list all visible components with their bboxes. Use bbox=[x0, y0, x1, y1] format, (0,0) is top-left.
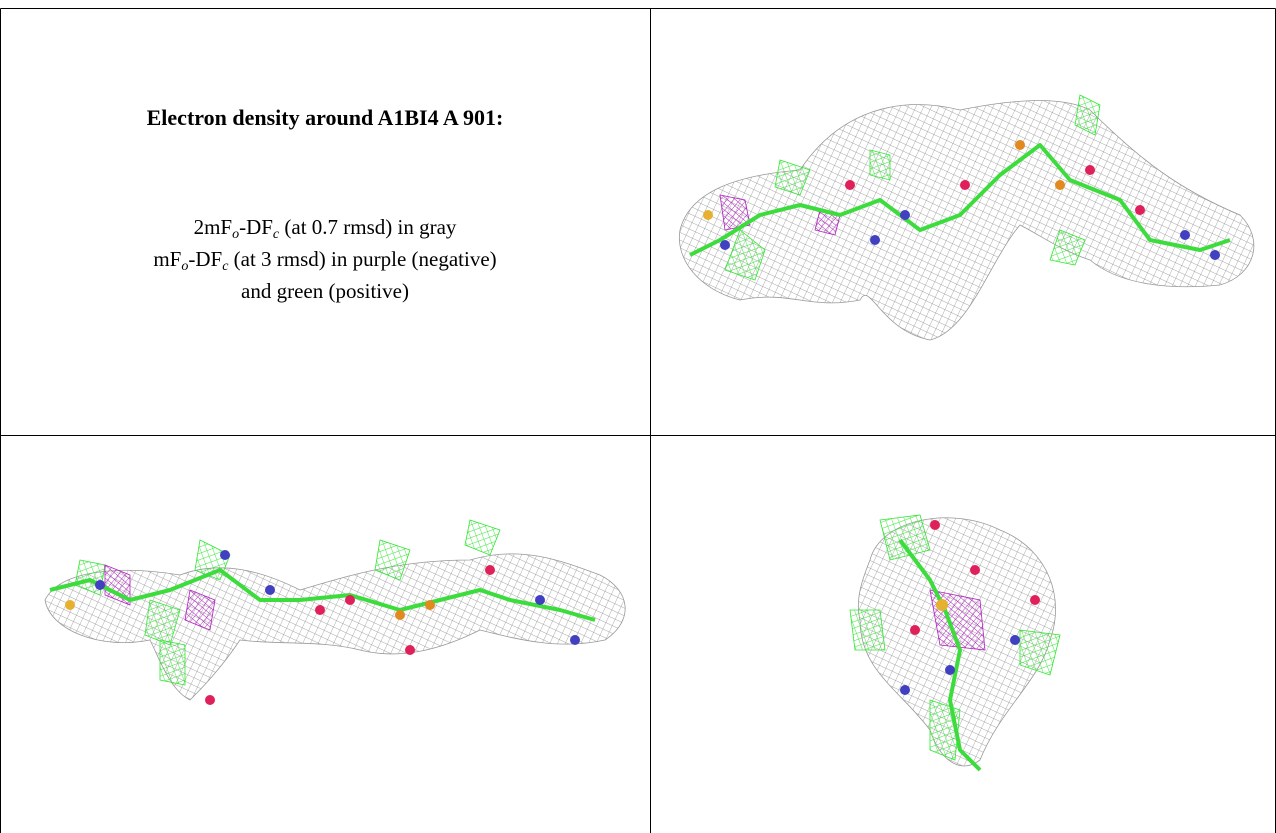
text: -DF bbox=[188, 247, 222, 271]
text: mF bbox=[153, 247, 181, 271]
text: and green (positive) bbox=[241, 279, 409, 303]
caption-line: and green (positive) bbox=[1, 279, 649, 304]
text: -DF bbox=[239, 215, 273, 239]
density-mesh bbox=[679, 101, 1254, 340]
caption-line: mFo-DFc (at 3 rmsd) in purple (negative) bbox=[1, 247, 649, 279]
caption-title: Electron density around A1BI4 A 901: bbox=[1, 105, 649, 131]
text: (at 0.7 rmsd) in gray bbox=[279, 215, 456, 239]
caption-cell: Electron density around A1BI4 A 901: 2mF… bbox=[1, 9, 649, 434]
page: Electron density around A1BI4 A 901: 2mF… bbox=[0, 0, 1276, 833]
density-view-1 bbox=[679, 95, 1254, 340]
density-view-2 bbox=[45, 520, 625, 705]
caption-line: 2mFo-DFc (at 0.7 rmsd) in gray bbox=[1, 215, 649, 247]
caption-lines: 2mFo-DFc (at 0.7 rmsd) in gray mFo-DFc (… bbox=[1, 215, 649, 304]
density-view-3 bbox=[850, 515, 1060, 770]
density-mesh bbox=[45, 554, 625, 700]
text: (at 3 rmsd) in purple (negative) bbox=[228, 247, 496, 271]
text: 2mF bbox=[194, 215, 233, 239]
